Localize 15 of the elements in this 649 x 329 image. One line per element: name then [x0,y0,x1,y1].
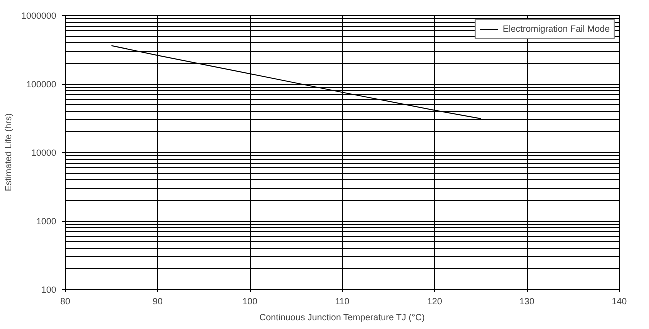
legend-label: Electromigration Fail Mode [502,24,610,34]
y-axis-title: Estimated Life (hrs) [3,113,14,192]
y-tick-label: 1000000 [21,11,57,21]
y-tick-label: 10000 [31,148,57,158]
y-tick-label: 100 [41,285,57,295]
x-tick-label: 90 [152,296,163,306]
x-axis-title: Continuous Junction Temperature TJ (°C) [260,312,426,322]
y-tick-label: 1000 [36,216,57,226]
x-tick-label: 120 [427,296,442,306]
x-tick-label: 80 [60,296,71,306]
x-tick-label: 100 [242,296,258,306]
x-tick-label: 110 [335,296,350,306]
x-tick-label: 130 [520,296,535,306]
y-tick-label: 100000 [26,80,57,90]
x-tick-label: 140 [612,296,628,306]
